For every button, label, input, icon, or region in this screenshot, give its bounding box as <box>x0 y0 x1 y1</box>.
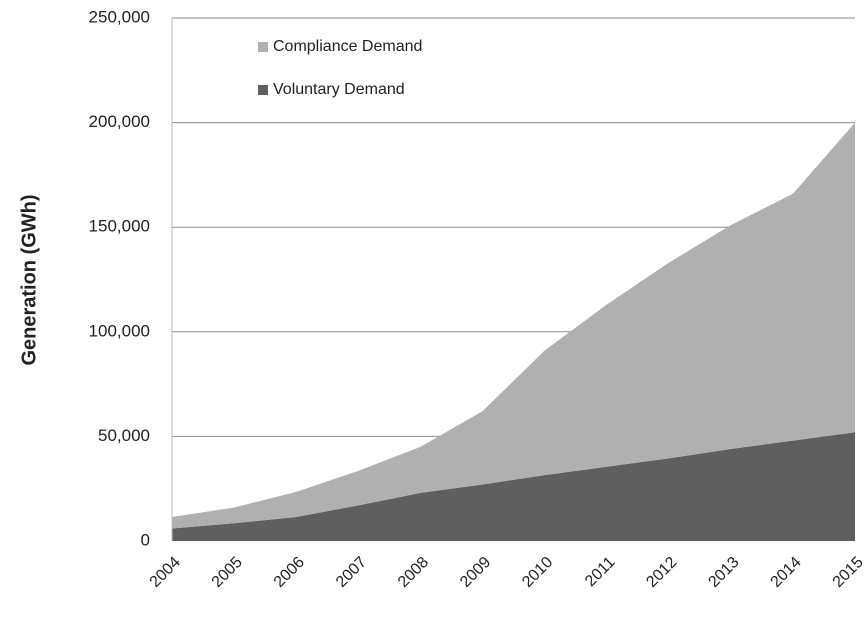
y-tick-label: 0 <box>141 530 150 549</box>
x-tick-label: 2015 <box>830 554 864 591</box>
y-tick-label: 200,000 <box>89 112 150 131</box>
y-tick-label: 100,000 <box>89 321 150 340</box>
y-tick-label: 150,000 <box>89 217 150 236</box>
x-tick-label: 2009 <box>457 554 494 591</box>
x-tick-label: 2007 <box>333 554 370 591</box>
x-tick-label: 2005 <box>209 554 246 591</box>
x-tick-label: 2012 <box>643 554 680 591</box>
area <box>172 122 855 529</box>
x-tick-label: 2013 <box>705 554 742 591</box>
y-tick-label: 50,000 <box>98 426 150 445</box>
area <box>172 432 855 541</box>
y-tick-label: 250,000 <box>89 7 150 26</box>
x-tick-label: 2008 <box>395 554 432 591</box>
legend-label: Compliance Demand <box>273 38 422 55</box>
legend-swatch <box>258 85 268 95</box>
x-tick-label: 2006 <box>271 554 308 591</box>
x-tick-label: 2011 <box>582 554 618 590</box>
x-tick-label: 2004 <box>147 554 184 591</box>
y-axis-title: Generation (GWh) <box>18 194 40 365</box>
legend-label: Voluntary Demand <box>273 81 405 98</box>
x-tick-label: 2014 <box>768 554 805 591</box>
x-tick-label: 2010 <box>519 554 556 591</box>
legend-swatch <box>258 42 268 52</box>
